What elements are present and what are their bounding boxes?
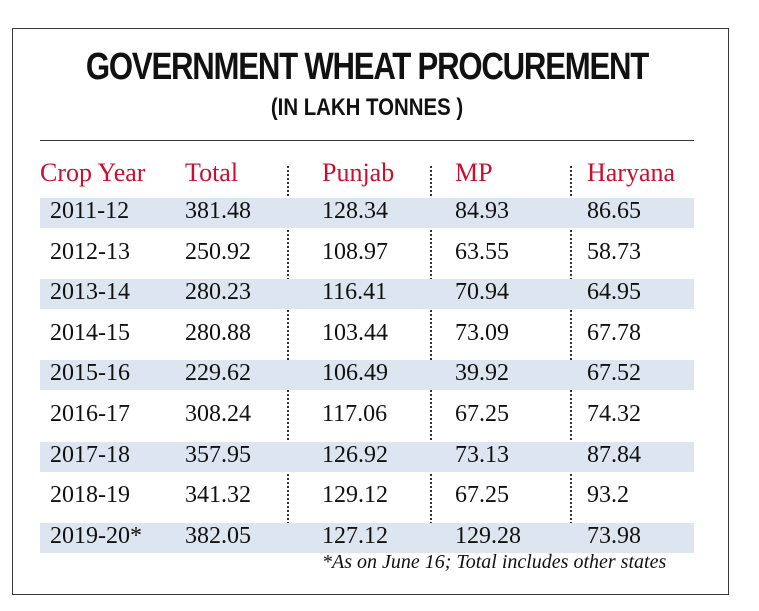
table-cell: 73.09	[455, 319, 509, 346]
table-cell: 67.25	[455, 401, 509, 427]
table-cell: 70.94	[455, 279, 509, 306]
title-divider	[40, 140, 694, 141]
row-stripe	[40, 522, 694, 553]
table-cell: 2016-17	[50, 401, 130, 427]
table-cell: 382.05	[185, 522, 251, 549]
table-subtitle: (IN LAKH TONNES )	[270, 94, 464, 121]
column-header-crop-year: Crop Year	[40, 158, 146, 187]
footnote: *As on June 16; Total includes other sta…	[322, 551, 667, 573]
column-header-punjab: Punjab	[322, 158, 395, 187]
table-cell: 73.13	[455, 441, 509, 468]
table-cell: 117.06	[322, 401, 388, 427]
column-separator	[287, 166, 289, 528]
table-cell: 93.2	[587, 482, 629, 509]
table-cell: 2014-15	[50, 319, 130, 346]
table-cell: 108.97	[322, 238, 388, 265]
table-cell: 67.52	[587, 360, 641, 387]
table-cell: 106.49	[322, 360, 388, 387]
table-cell: 2015-16	[50, 360, 130, 387]
table-cell: 129.28	[455, 522, 521, 549]
table-cell: 280.23	[185, 279, 251, 306]
table-cell: 74.32	[587, 401, 641, 427]
table-cell: 308.24	[185, 401, 251, 427]
table-cell: 39.92	[455, 360, 509, 387]
row-stripe	[40, 198, 694, 228]
table-cell: 2013-14	[50, 279, 130, 306]
table-cell: 73.98	[587, 522, 641, 549]
table-cell: 2019-20*	[50, 522, 142, 549]
row-stripe	[40, 360, 694, 391]
table-cell: 87.84	[587, 441, 641, 468]
table-frame	[12, 28, 729, 595]
table-cell: 280.88	[185, 319, 251, 346]
row-stripe	[40, 279, 694, 310]
column-header-total: Total	[185, 158, 239, 187]
table-cell: 357.95	[185, 441, 251, 468]
table-cell: 2011-12	[50, 198, 130, 224]
table-cell: 129.12	[322, 482, 388, 509]
column-header-haryana: Haryana	[587, 158, 676, 187]
row-stripe	[40, 441, 694, 472]
table-cell: 64.95	[587, 279, 641, 306]
table-cell: 381.48	[185, 198, 251, 224]
table-cell: 2018-19	[50, 482, 130, 509]
table-cell: 103.44	[322, 319, 388, 346]
column-header-mp: MP	[455, 158, 493, 187]
table-cell: 341.32	[185, 482, 251, 509]
table-cell: 67.78	[587, 319, 641, 346]
table-cell: 126.92	[322, 441, 388, 468]
table-cell: 63.55	[455, 238, 509, 265]
column-separator	[430, 166, 432, 528]
table-cell: 84.93	[455, 198, 509, 224]
table-cell: 86.65	[587, 198, 641, 224]
table-cell: 116.41	[322, 279, 388, 306]
table-cell: 229.62	[185, 360, 251, 387]
table-cell: 250.92	[185, 238, 251, 265]
table-cell: 67.25	[455, 482, 509, 509]
table-cell: 127.12	[322, 522, 388, 549]
table-cell: 2017-18	[50, 441, 130, 468]
table-title: GOVERNMENT WHEAT PROCUREMENT	[85, 46, 649, 88]
table-cell: 128.34	[322, 198, 388, 224]
table-cell: 2012-13	[50, 238, 130, 265]
table-cell: 58.73	[587, 238, 641, 265]
column-separator	[570, 166, 572, 528]
